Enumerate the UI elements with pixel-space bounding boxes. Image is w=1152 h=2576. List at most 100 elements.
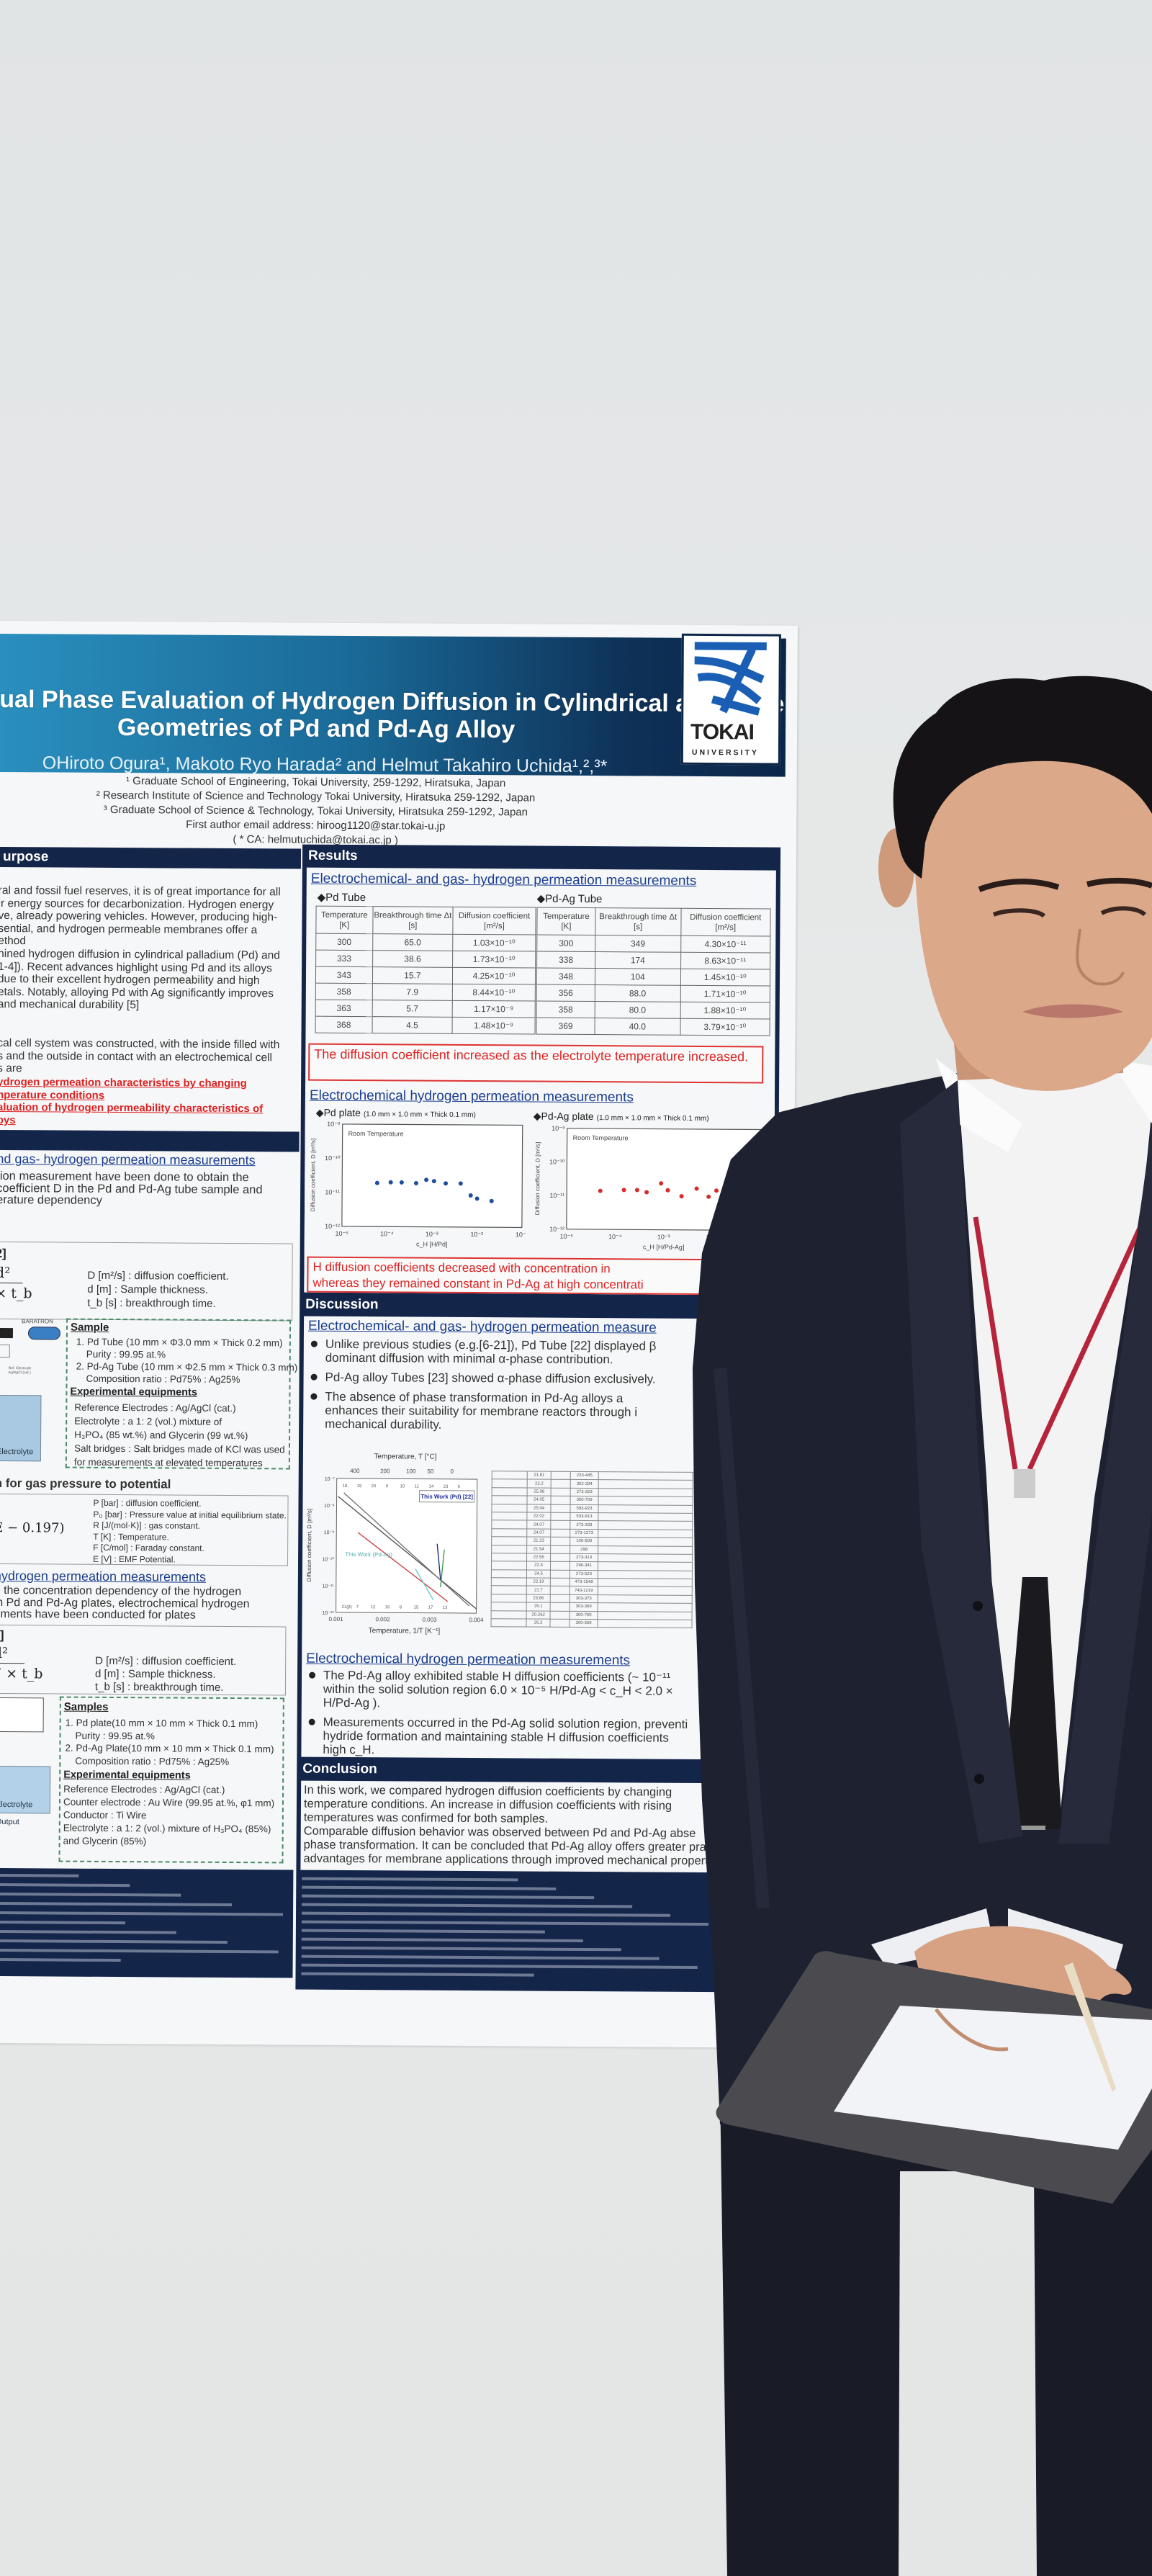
x-tick-label: 10⁻¹: [516, 1231, 527, 1238]
plot-annotation: Room Temperature: [573, 1134, 629, 1141]
tokai-university-logo: TOKAI UNIVERSITY: [680, 633, 781, 766]
x-tick-label: 0.002: [375, 1616, 390, 1623]
data-point: [413, 1181, 418, 1186]
jacket-button: [974, 1774, 984, 1784]
y-axis-label: Diffusion coefficient, D [m²/s]: [535, 1142, 541, 1216]
y-tick-label: 10⁻¹⁰: [549, 1158, 565, 1165]
data-point: [694, 1186, 699, 1191]
plot-frame: [336, 1478, 478, 1614]
research-poster: ual Phase Evaluation of Hydrogen Diffusi…: [0, 621, 798, 2048]
x-axis-label: c_H [H/Pd-Ag]: [643, 1243, 685, 1250]
plot-frame: [341, 1123, 523, 1229]
line-number-label: 11: [415, 1485, 420, 1489]
hair: [893, 676, 1152, 879]
y-tick-label: 10⁻⁸: [324, 1504, 335, 1509]
x-tick-label: 10⁻³: [426, 1231, 438, 1238]
stylus-pen: [1064, 1962, 1116, 2092]
line-number-label: 18: [343, 1484, 348, 1489]
plot-annotation: Room Temperature: [348, 1130, 404, 1137]
y-tick-label: 10⁻¹¹: [549, 1192, 564, 1199]
y-axis-label: Diffusion coefficient, D [m²/s]: [306, 1509, 313, 1582]
line-number-label: 17: [428, 1606, 433, 1610]
y-tick-label: 10⁻⁷: [325, 1477, 336, 1482]
right-cuff: [871, 1908, 994, 1966]
arrhenius-plot: Temperature, T [°C] 400 200 100 50 0 0.001 0.00…: [306, 1453, 484, 1635]
data-point: [431, 1179, 436, 1184]
x-tick-label: 10⁻⁵: [336, 1230, 349, 1237]
pdag-plate-scatter-plot: 10⁻⁵10⁻⁴10⁻³10⁻²10⁻¹²10⁻¹¹10⁻¹⁰10⁻⁹Room …: [535, 1125, 762, 1251]
data-point: [474, 1196, 480, 1201]
face: [914, 753, 1152, 1091]
line-number-label: 12: [371, 1605, 376, 1610]
line-number-label: 14: [429, 1485, 434, 1489]
top-tick-label: 200: [380, 1468, 390, 1474]
right-eye: [1100, 906, 1147, 917]
literature-line: [343, 1492, 470, 1607]
y-axis-label: Diffusion coefficient, D [m²/s]: [310, 1139, 317, 1212]
literature-line: [440, 1549, 445, 1587]
data-point: [644, 1190, 649, 1195]
line-number-label: 23: [444, 1485, 449, 1489]
literature-line: [338, 1496, 477, 1610]
top-tick-label: 50: [427, 1468, 434, 1475]
data-point: [598, 1188, 603, 1193]
data-point: [714, 1188, 719, 1193]
pd-plate-scatter-plot: 10⁻⁵ 10⁻⁴ 10⁻³ 10⁻² 10⁻¹ 10⁻¹² 10⁻¹¹ 10⁻¹⁰ 10⁻⁹ R…: [310, 1121, 527, 1248]
necktie: [1001, 1577, 1062, 1829]
line-number-label: 7: [356, 1605, 359, 1610]
tokai-wave-emblem-icon: [694, 642, 767, 716]
line-number-label: 16: [385, 1605, 390, 1610]
jacket-button: [973, 1601, 983, 1611]
x-tick-label: 10⁻⁴: [608, 1233, 622, 1240]
data-point: [399, 1180, 404, 1185]
line-number-label: 15: [414, 1606, 419, 1610]
x-tick-label: 10⁻³: [657, 1234, 670, 1241]
red-lanyard: [973, 1216, 1148, 1471]
data-point: [424, 1177, 429, 1182]
data-point: [621, 1188, 626, 1193]
line-number-label: 9: [386, 1484, 389, 1489]
x-tick-label: 0.003: [422, 1617, 437, 1623]
x-tick-label: 10⁻⁵: [560, 1233, 574, 1240]
dress-shirt: [958, 1066, 1152, 1829]
line-number-label: 19: [357, 1484, 362, 1489]
data-point: [665, 1188, 670, 1193]
data-point: [659, 1181, 664, 1186]
data-point: [489, 1198, 494, 1203]
paper-sheet: [834, 2006, 1152, 2150]
x-tick-label: 10⁻⁴: [380, 1230, 394, 1237]
top-tick-label: 0: [451, 1468, 454, 1475]
x-tick-label: 10⁻²: [470, 1231, 483, 1238]
y-tick-label: 10⁻¹¹: [323, 1584, 335, 1589]
x-tick-label: 0.001: [328, 1616, 343, 1623]
label-box: [419, 1490, 475, 1503]
data-point: [634, 1188, 639, 1193]
y-tick-label: 10⁻¹²: [549, 1226, 564, 1233]
trousers: [720, 2088, 1152, 2576]
y-tick-label: 10⁻¹²: [325, 1223, 340, 1230]
shirt-collar: [936, 1059, 1152, 1152]
top-tick-label: 100: [406, 1468, 416, 1474]
this-work-pdag-label: This Work (Pd-Ag): [345, 1551, 392, 1558]
x-tick-label: 0.004: [469, 1617, 484, 1623]
line-number-label: 20: [372, 1484, 377, 1489]
data-point: [458, 1181, 463, 1186]
y-tick-label: 10⁻⁹: [324, 1530, 335, 1535]
y-tick-label: 10⁻¹⁰: [325, 1154, 341, 1162]
line-number-label: 8: [400, 1605, 402, 1610]
data-point: [444, 1181, 449, 1186]
badge-clip: [1014, 1469, 1035, 1498]
top-axis-label: Temperature, T [°C]: [374, 1453, 436, 1461]
top-tick-label: 400: [350, 1468, 360, 1474]
x-axis-label: c_H [H/Pd]: [416, 1241, 448, 1248]
y-tick-label: 10⁻¹⁰: [322, 1556, 334, 1562]
data-point: [388, 1180, 393, 1185]
y-tick-label: 10⁻¹²: [322, 1611, 334, 1616]
literature-line: [415, 1569, 434, 1601]
line-number-label: 13: [443, 1606, 448, 1610]
data-point: [679, 1194, 684, 1199]
this-work-pd-label: This Work (Pd) [22]: [420, 1494, 473, 1500]
line-number-label: 21(β): [342, 1605, 352, 1610]
y-tick-label: 10⁻⁹: [552, 1125, 565, 1132]
